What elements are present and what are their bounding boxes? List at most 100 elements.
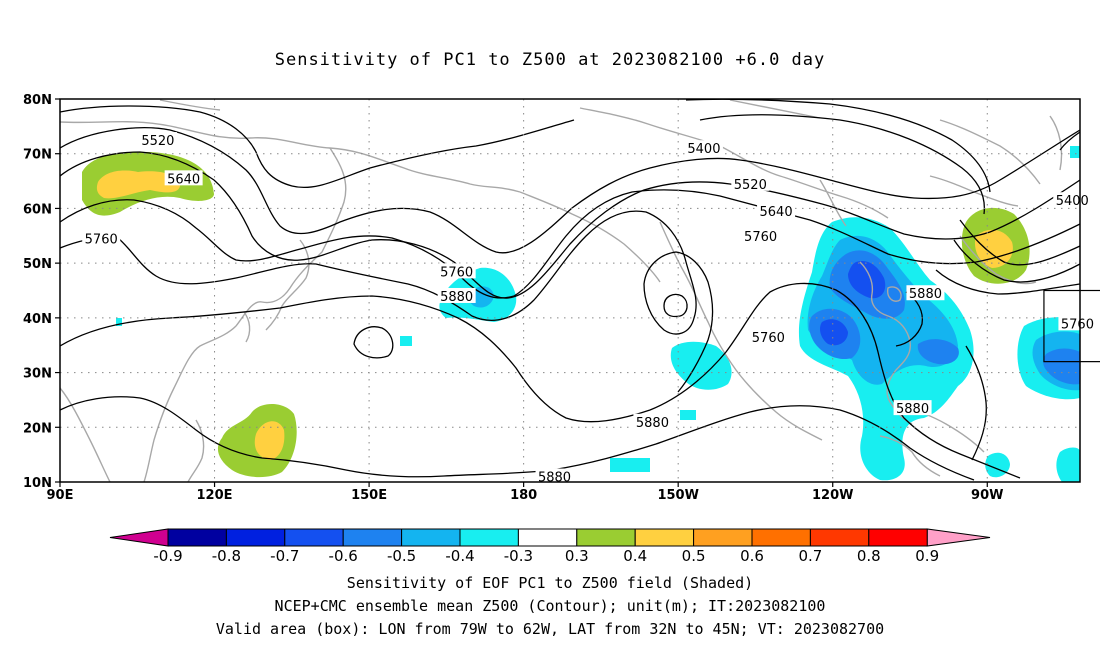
contour-label: 5880 — [636, 416, 669, 431]
shade-negative-0.7 — [848, 260, 886, 299]
contour-label: 5400 — [1056, 194, 1089, 209]
lon-tick-label: 150W — [657, 488, 698, 503]
caption-valid-area: Valid area (box): LON from 79W to 62W, L… — [215, 620, 885, 638]
contour-layer — [60, 99, 1080, 481]
contour-label-bg — [749, 329, 788, 345]
lon-tick-label: 90W — [971, 488, 1003, 503]
colorbar-swatch — [517, 528, 578, 547]
colorbar-label: -0.9 — [153, 547, 182, 565]
colorbar-extend-low — [109, 528, 169, 547]
colorbar-label: -0.3 — [504, 547, 533, 565]
shade-negative-0.4 — [1056, 447, 1080, 482]
contour-label: 5760 — [440, 265, 473, 280]
contour-label: 5760 — [744, 230, 777, 245]
lat-tick-label: 30N — [23, 367, 52, 382]
shade-negative-0.7 — [820, 319, 848, 346]
contour-label: 5760 — [85, 233, 118, 248]
colorbar-label: 0.7 — [798, 547, 822, 565]
sensitivity-map: 5520 5640 5760 5400 5520 5640 5760 5760 5880 5760… — [23, 93, 1100, 565]
contour-label: 5400 — [687, 142, 720, 157]
contour-label-bg — [741, 227, 780, 243]
colorbar-label: 0.3 — [565, 547, 589, 565]
contour-label-bg — [906, 285, 945, 301]
contour-label: 5520 — [734, 178, 767, 193]
contour-label: 5880 — [538, 471, 571, 486]
colorbar-label: 0.9 — [915, 547, 939, 565]
lon-tick-label: 150E — [351, 488, 387, 503]
colorbar-swatch — [576, 528, 636, 547]
colorbar-label: 0.6 — [740, 547, 764, 565]
chart-title: Sensitivity of PC1 to Z500 at 2023082100… — [274, 50, 826, 70]
colorbar-swatch — [751, 528, 811, 547]
contour-label-bg — [684, 140, 723, 156]
contour-label: 5880 — [440, 290, 473, 305]
lat-tick-label: 20N — [23, 421, 52, 436]
graticule — [60, 99, 1080, 482]
coastline-layer — [60, 99, 1063, 482]
contour-label-bg — [437, 263, 476, 279]
contour-label-bg — [535, 468, 574, 484]
colorbar-label: 0.4 — [623, 547, 647, 565]
lon-tick-label: 120E — [197, 488, 233, 503]
shade-positive-0.4 — [96, 170, 181, 199]
lon-tick-label: 90E — [47, 488, 74, 503]
colorbar-label: -0.4 — [445, 547, 474, 565]
valid-area-box — [1043, 289, 1100, 363]
lat-tick-label: 50N — [23, 257, 52, 272]
colorbar-label: 0.5 — [682, 547, 706, 565]
colorbar-swatch — [634, 528, 695, 547]
contour-label-bg — [138, 132, 177, 148]
contour-label-bg — [893, 400, 932, 416]
lat-tick-label: 40N — [23, 312, 52, 327]
colorbar-label: -0.7 — [270, 547, 299, 565]
contour-label: 5520 — [141, 134, 174, 149]
contour-labels: 5520 5640 5760 5400 5520 5640 5760 5760 5880 5760… — [82, 132, 1097, 486]
plot-frame — [59, 98, 1081, 483]
contour-label: 5640 — [167, 172, 200, 187]
shade-positive-0.4 — [254, 421, 285, 460]
colorbar-label: 0.8 — [857, 547, 881, 565]
lon-tick-label: 180 — [510, 488, 537, 503]
colorbar-label: -0.8 — [212, 547, 241, 565]
lat-tick-label: 10N — [23, 476, 52, 491]
colorbar-swatch — [225, 528, 286, 547]
contour-label: 5760 — [1061, 317, 1094, 332]
contour-label-bg — [82, 230, 121, 246]
contour-label: 5760 — [752, 331, 785, 346]
lat-tick-label: 60N — [23, 202, 52, 217]
shade-negative-0.6 — [1043, 348, 1080, 385]
lat-tick-label: 80N — [23, 93, 52, 108]
contour-label: 5880 — [896, 402, 929, 417]
longitude-axis: 90E120E150E180150W120W90W60W — [47, 482, 1003, 503]
colorbar-extend-high — [926, 528, 991, 547]
contour-label-bg — [757, 203, 796, 219]
contour-label: 5640 — [760, 205, 793, 220]
shading-layer — [82, 146, 1080, 482]
colorbar-label: -0.5 — [387, 547, 416, 565]
caption-contour: NCEP+CMC ensemble mean Z500 (Contour); u… — [274, 597, 826, 615]
colorbar-swatch — [868, 528, 928, 547]
contour-label-bg — [1058, 315, 1097, 331]
lat-tick-label: 70N — [23, 148, 52, 163]
colorbar-swatch — [459, 528, 519, 547]
latitude-axis: 80N 70N 60N 50N 40N 30N 20N 10N — [23, 93, 60, 491]
contour-label-bg — [633, 413, 672, 429]
contour-label-bg — [437, 287, 476, 303]
colorbar-swatch — [809, 528, 870, 547]
colorbar-label: -0.6 — [329, 547, 358, 565]
shade-positive-0.4 — [974, 229, 1013, 268]
lon-tick-label: 120W — [812, 488, 853, 503]
caption-shaded: Sensitivity of EOF PC1 to Z500 field (Sh… — [346, 574, 754, 592]
contour-label-bg — [164, 170, 203, 186]
colorbar-swatch — [342, 528, 403, 547]
shade-negative-0.6 — [917, 339, 959, 365]
colorbar-swatch — [401, 528, 461, 547]
colorbar-swatch — [167, 528, 227, 547]
colorbar-swatch — [284, 528, 344, 547]
colorbar: -0.9 -0.8 -0.7 -0.6 -0.5 -0.4 -0.3 0.3 0.4 0.5 0.6… — [109, 528, 991, 565]
contour-label-bg — [1053, 192, 1092, 208]
contour-label: 5880 — [909, 287, 942, 302]
shade-negative-0.4 — [670, 341, 732, 390]
contour-label-bg — [731, 175, 770, 191]
colorbar-swatch — [693, 528, 753, 547]
